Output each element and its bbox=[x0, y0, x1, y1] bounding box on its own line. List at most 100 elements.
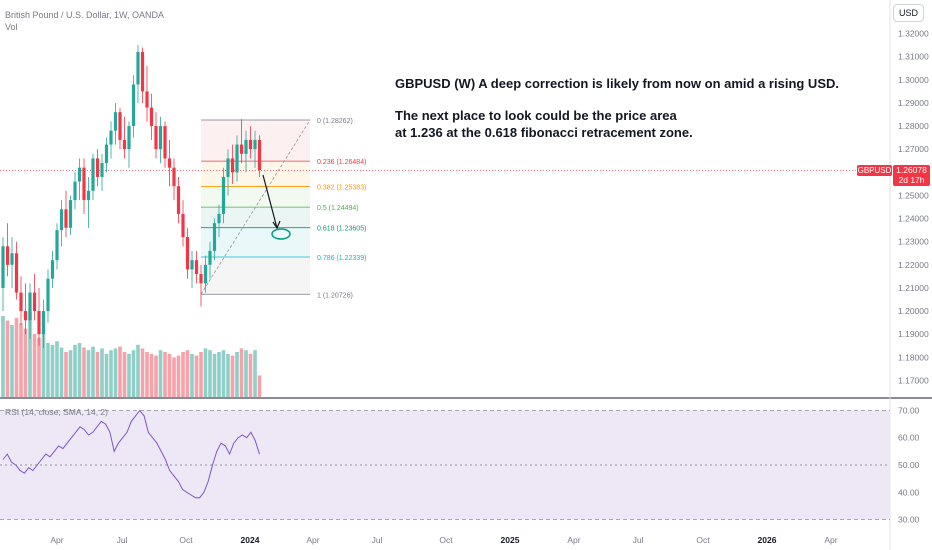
rsi-tick-label: 70.00 bbox=[898, 405, 920, 415]
candle-body bbox=[46, 278, 50, 312]
fib-zone bbox=[201, 256, 310, 295]
candle-body bbox=[185, 237, 190, 270]
price-tick-label: 1.28000 bbox=[898, 121, 929, 131]
candle-body bbox=[194, 260, 199, 275]
time-tick-label: Apr bbox=[824, 535, 837, 545]
volume-bar bbox=[86, 350, 91, 397]
volume-bar bbox=[158, 350, 163, 397]
volume-bar bbox=[140, 348, 145, 397]
rsi-tick-label: 50.00 bbox=[898, 460, 920, 470]
price-tick-label: 1.29000 bbox=[898, 98, 929, 108]
rsi-line bbox=[2, 409, 260, 499]
symbol-title: British Pound / U.S. Dollar, 1W, OANDA bbox=[5, 10, 165, 20]
fib-level-label: 1 (1.20726) bbox=[317, 292, 353, 299]
candle-body bbox=[118, 112, 122, 140]
volume-bar bbox=[100, 348, 104, 397]
candle-body bbox=[212, 223, 217, 251]
candle-body bbox=[203, 264, 208, 284]
volume-bar bbox=[68, 350, 73, 397]
time-tick-label: 2025 bbox=[501, 535, 520, 545]
candle-body bbox=[14, 253, 19, 293]
volume-bar bbox=[230, 355, 235, 397]
candle-body bbox=[167, 158, 172, 168]
candle-body bbox=[145, 91, 149, 108]
volume-bar bbox=[212, 353, 217, 397]
annotation-line-1: GBPUSD (W) A deep correction is likely f… bbox=[395, 76, 839, 91]
annotation-line-2: The next place to look could be the pric… bbox=[395, 108, 677, 123]
rsi-label: RSI (14, close, SMA, 14, 2) bbox=[5, 407, 108, 417]
volume-bar bbox=[217, 352, 221, 397]
volume-bar bbox=[185, 350, 190, 397]
candle-body bbox=[163, 126, 167, 159]
volume-bar bbox=[14, 317, 19, 397]
candle-body bbox=[122, 139, 127, 150]
volume-bar bbox=[91, 346, 95, 397]
candle-body bbox=[32, 292, 37, 312]
volume-bar bbox=[37, 337, 41, 397]
candle-body bbox=[86, 190, 91, 201]
volume-bar bbox=[5, 320, 10, 397]
time-tick-label: 2024 bbox=[241, 535, 260, 545]
fib-level-label: 0.382 (1.25383) bbox=[317, 185, 366, 192]
volume-bar bbox=[1, 316, 5, 397]
volume-bar bbox=[77, 343, 82, 397]
volume-bar bbox=[113, 348, 118, 397]
symbol-price-tag: GBPUSD bbox=[857, 165, 892, 176]
current-price: 1.26078 bbox=[896, 165, 927, 175]
candle-body bbox=[73, 181, 77, 201]
volume-bar bbox=[95, 352, 100, 397]
candle-body bbox=[176, 186, 181, 214]
volume-bar bbox=[19, 323, 23, 397]
volume-bar bbox=[239, 348, 244, 397]
time-tick-label: Apr bbox=[306, 535, 319, 545]
candle-body bbox=[226, 158, 230, 177]
projection-arrow bbox=[262, 174, 278, 229]
candle-body bbox=[158, 126, 163, 150]
time-tick-label: Jul bbox=[633, 535, 644, 545]
price-tick-label: 1.20000 bbox=[898, 306, 929, 316]
candle-body bbox=[5, 246, 10, 265]
candle-body bbox=[64, 209, 68, 228]
fib-level-label: 0 (1.28262) bbox=[317, 118, 353, 125]
candle-body bbox=[19, 292, 23, 312]
fib-zone bbox=[201, 161, 310, 187]
target-circle bbox=[271, 228, 291, 240]
candle-body bbox=[55, 230, 59, 261]
volume-bar bbox=[32, 334, 37, 397]
fib-zone bbox=[201, 207, 310, 228]
volume-bar bbox=[131, 350, 136, 397]
currency-button[interactable]: USD bbox=[893, 4, 924, 22]
volume-bar bbox=[127, 353, 131, 397]
candle-body bbox=[181, 213, 185, 238]
rsi-tick-label: 60.00 bbox=[898, 433, 920, 443]
price-tick-label: 1.31000 bbox=[898, 52, 929, 62]
volume-bar bbox=[109, 350, 113, 397]
time-tick-label: Apr bbox=[567, 535, 580, 545]
fib-level-label: 0.236 (1.26484) bbox=[317, 159, 366, 166]
price-tick-label: 1.32000 bbox=[898, 29, 929, 39]
volume-bar bbox=[235, 352, 239, 397]
fib-level-label: 0.786 (1.22339) bbox=[317, 255, 366, 262]
candle-body bbox=[221, 176, 226, 214]
volume-bar bbox=[64, 352, 68, 397]
volume-bar bbox=[50, 344, 55, 397]
volume-bar bbox=[203, 348, 208, 397]
candle-body bbox=[235, 144, 239, 173]
volume-bar bbox=[59, 347, 64, 397]
candle-body bbox=[41, 311, 46, 335]
volume-bar bbox=[194, 355, 199, 397]
candle-body bbox=[248, 139, 253, 150]
price-tick-label: 1.21000 bbox=[898, 283, 929, 293]
candle-body bbox=[149, 107, 154, 127]
bar-countdown: 2d 17h bbox=[898, 175, 925, 185]
price-tick-label: 1.22000 bbox=[898, 260, 929, 270]
candle-body bbox=[190, 260, 194, 270]
volume-bar bbox=[118, 346, 122, 397]
candle-body bbox=[239, 144, 244, 154]
candle-body bbox=[91, 158, 95, 191]
time-tick-label: Apr bbox=[50, 535, 63, 545]
rsi-tick-label: 40.00 bbox=[898, 487, 920, 497]
volume-label: Vol bbox=[5, 22, 18, 32]
volume-bar bbox=[208, 350, 212, 397]
